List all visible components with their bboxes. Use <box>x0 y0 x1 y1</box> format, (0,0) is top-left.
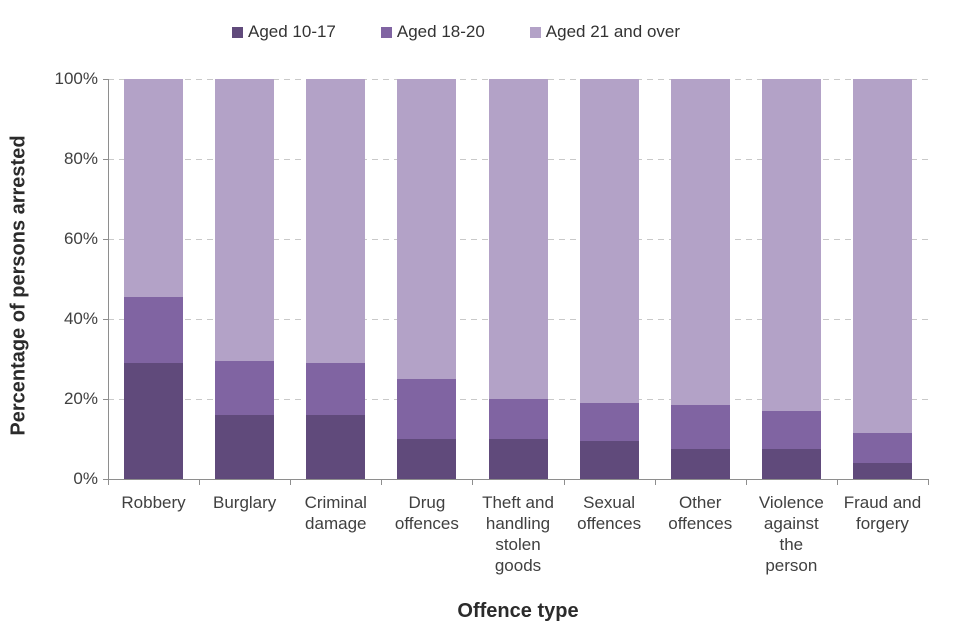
bar-segment <box>215 415 275 479</box>
bar-segment <box>670 449 730 479</box>
y-axis-line <box>108 79 109 479</box>
y-tick <box>103 319 108 320</box>
legend-swatch <box>380 26 392 38</box>
bar-segment <box>579 403 639 441</box>
bar-segment <box>124 79 184 297</box>
x-axis-title: Offence type <box>457 600 579 622</box>
bar-segment <box>670 79 730 405</box>
x-tick <box>654 480 656 485</box>
x-tick <box>199 480 201 485</box>
y-axis-title: Percentage of persons arrested <box>7 135 30 436</box>
legend-label: Aged 18-20 <box>396 22 485 41</box>
bar-segment <box>852 463 912 479</box>
x-tick <box>108 480 109 485</box>
x-category-label: Other offences <box>668 493 733 533</box>
legend-item: Aged 21 and over <box>529 22 681 42</box>
bar-segment <box>852 79 912 433</box>
bar-segment <box>761 411 821 449</box>
y-tick <box>103 479 108 480</box>
x-category-label: Robbery <box>121 493 186 512</box>
y-tick-label: 0% <box>73 469 98 488</box>
bar-segment <box>852 433 912 463</box>
bar-segment <box>397 79 457 379</box>
bar-segment <box>306 79 366 363</box>
bar-segment <box>397 439 457 479</box>
bar-segment <box>488 439 548 479</box>
x-category-label: Theft and handling stolen goods <box>482 493 554 575</box>
y-tick-label: 40% <box>63 309 98 328</box>
legend-item: Aged 10-17 <box>231 22 336 42</box>
bar-segment <box>488 79 548 399</box>
x-axis-line <box>108 479 929 480</box>
legend-label: Aged 10-17 <box>247 22 336 41</box>
y-tick <box>103 399 108 400</box>
bar-segment <box>579 79 639 403</box>
y-tick <box>103 79 108 80</box>
x-category-label: Fraud and forgery <box>843 493 922 533</box>
y-tick-label: 100% <box>54 69 98 88</box>
x-category-label: Sexual offences <box>577 493 642 533</box>
x-tick <box>563 480 565 485</box>
legend-label: Aged 21 and over <box>545 22 681 41</box>
bar-segment <box>761 449 821 479</box>
bar-segment <box>215 361 275 415</box>
x-tick <box>290 480 292 485</box>
y-tick-label: 60% <box>63 229 98 248</box>
x-tick <box>472 480 474 485</box>
x-tick <box>928 480 929 485</box>
x-category-label: Criminal damage <box>304 493 367 533</box>
bar-segment <box>306 363 366 415</box>
x-category-label: Burglary <box>213 493 277 512</box>
x-tick <box>381 480 383 485</box>
y-tick <box>103 239 108 240</box>
legend-item: Aged 18-20 <box>380 22 485 42</box>
y-tick-label: 80% <box>63 149 98 168</box>
chart-legend: Aged 10-17 Aged 18-20 Aged 21 and over <box>0 22 912 42</box>
legend-swatch <box>529 26 541 38</box>
legend-swatch <box>231 26 243 38</box>
bar-segment <box>124 363 184 479</box>
bar-segment <box>579 441 639 479</box>
bar-segment <box>215 79 275 361</box>
bar-segment <box>670 405 730 449</box>
x-category-label: Drug offences <box>394 493 459 533</box>
x-category-label: Violence against the person <box>758 493 824 575</box>
y-tick-label: 20% <box>63 389 98 408</box>
bar-segment <box>488 399 548 439</box>
x-tick <box>836 480 838 485</box>
bar-segment <box>124 297 184 363</box>
x-tick <box>745 480 747 485</box>
bar-segment <box>306 415 366 479</box>
bar-segment <box>397 379 457 439</box>
bar-segment <box>761 79 821 411</box>
y-tick <box>103 159 108 160</box>
